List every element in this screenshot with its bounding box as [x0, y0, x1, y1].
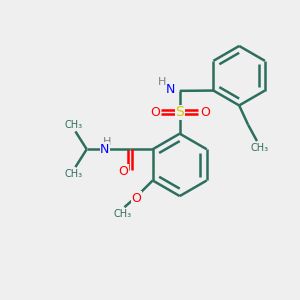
Text: N: N — [166, 83, 175, 96]
Text: O: O — [200, 106, 210, 119]
Text: CH₃: CH₃ — [65, 120, 83, 130]
Text: CH₃: CH₃ — [65, 169, 83, 178]
Text: O: O — [131, 192, 141, 205]
Text: CH₃: CH₃ — [114, 209, 132, 219]
Text: N: N — [100, 143, 110, 156]
Text: S: S — [175, 105, 184, 119]
Text: O: O — [150, 106, 160, 119]
Text: CH₃: CH₃ — [250, 142, 268, 153]
Text: H: H — [158, 77, 166, 87]
Text: H: H — [102, 137, 111, 147]
Text: O: O — [118, 165, 128, 178]
